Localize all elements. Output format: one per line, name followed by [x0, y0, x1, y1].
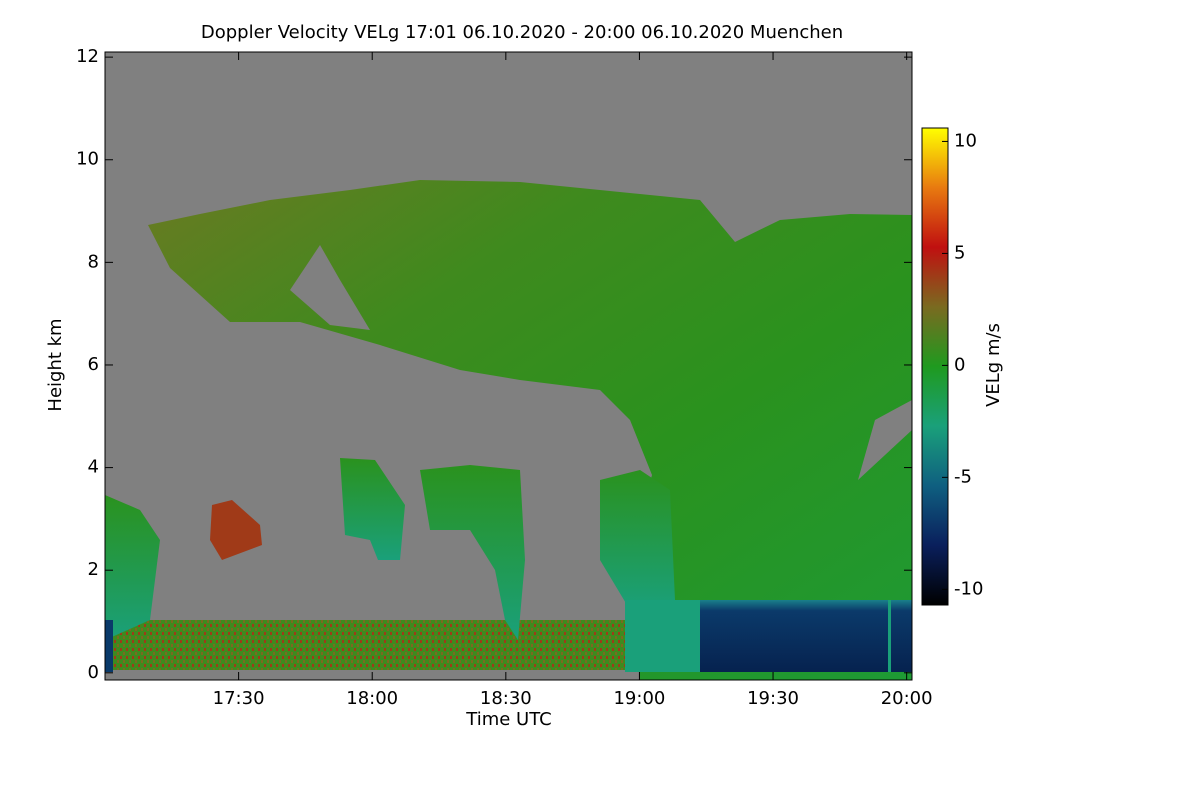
- colorbar-tick-label: 0: [954, 354, 965, 375]
- y-tick-label: 4: [88, 457, 99, 478]
- colorbar-tick-label: -5: [954, 466, 972, 487]
- x-tick-label: 19:30: [747, 688, 799, 709]
- heatmap: [105, 52, 912, 680]
- x-tick-label: 18:00: [346, 688, 398, 709]
- y-tick-label: 8: [88, 251, 99, 272]
- y-tick-label: 2: [88, 559, 99, 580]
- y-tick-label: 12: [76, 46, 99, 67]
- x-tick-label: 20:00: [881, 688, 933, 709]
- x-tick-label: 19:00: [613, 688, 665, 709]
- colorbar-tick-label: 5: [954, 242, 965, 263]
- x-tick-label: 17:30: [213, 688, 265, 709]
- y-axis-label: Height km: [45, 318, 66, 411]
- y-tick-label: 6: [88, 354, 99, 375]
- y-tick-label: 0: [88, 662, 99, 683]
- x-tick-label: 18:30: [480, 688, 532, 709]
- x-axis-label: Time UTC: [465, 709, 551, 730]
- plot-frame: [104, 51, 913, 681]
- colorbar: [921, 127, 949, 606]
- colorbar-tick-label: -10: [954, 578, 983, 599]
- colorbar-tick-label: 10: [954, 130, 977, 151]
- chart-title: Doppler Velocity VELg 17:01 06.10.2020 -…: [201, 22, 843, 43]
- y-tick-label: 10: [76, 149, 99, 170]
- colorbar-label: VELg m/s: [983, 323, 1004, 407]
